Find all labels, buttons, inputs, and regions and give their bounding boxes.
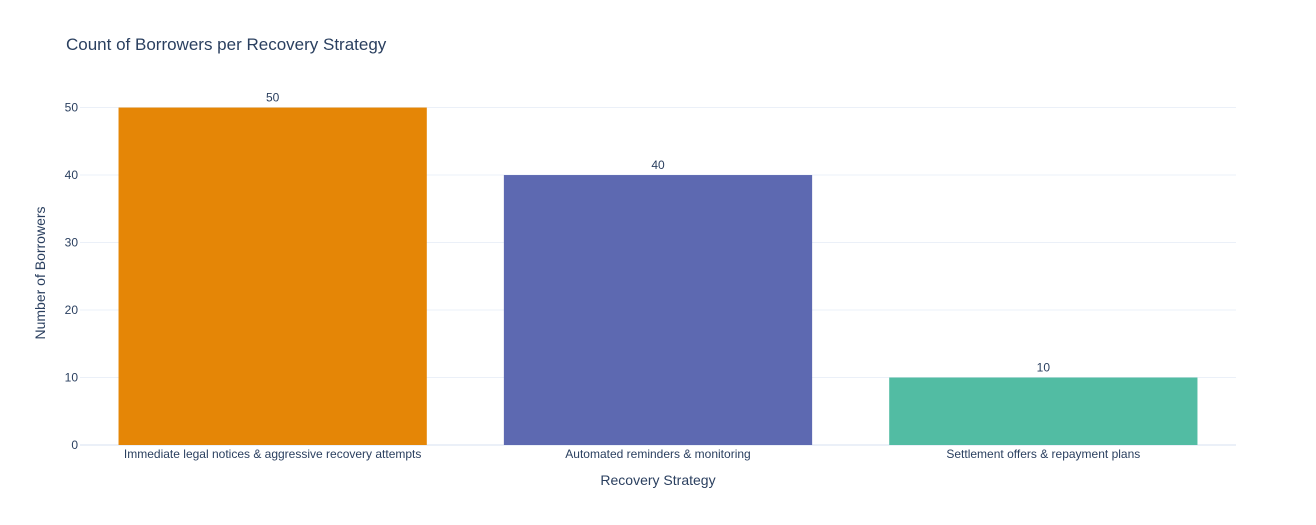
- x-tick-label: Settlement offers & repayment plans: [946, 447, 1140, 461]
- bar[interactable]: [503, 175, 813, 445]
- x-tick-label: Automated reminders & monitoring: [565, 447, 750, 461]
- bars: 50 40 10: [118, 91, 1198, 445]
- y-axis-title: Number of Borrowers: [32, 206, 48, 339]
- y-tick-label: 20: [65, 303, 79, 317]
- y-tick-label: 50: [65, 101, 79, 115]
- x-axis-title: Recovery Strategy: [600, 472, 715, 488]
- bar-value-label: 40: [651, 158, 665, 172]
- bar-value-label: 50: [266, 91, 280, 105]
- x-axis-ticks: Immediate legal notices & aggressive rec…: [124, 447, 1140, 461]
- y-axis-ticks: 0 10 20 30 40 50: [65, 101, 79, 452]
- bar[interactable]: [118, 107, 427, 445]
- x-tick-label: Immediate legal notices & aggressive rec…: [124, 447, 421, 461]
- bar-value-label: 10: [1037, 361, 1051, 375]
- y-tick-label: 0: [71, 438, 78, 452]
- y-tick-label: 30: [65, 236, 79, 250]
- y-tick-label: 40: [65, 168, 79, 182]
- chart-title: Count of Borrowers per Recovery Strategy: [66, 35, 387, 54]
- y-tick-label: 10: [65, 371, 79, 385]
- bar[interactable]: [889, 377, 1198, 445]
